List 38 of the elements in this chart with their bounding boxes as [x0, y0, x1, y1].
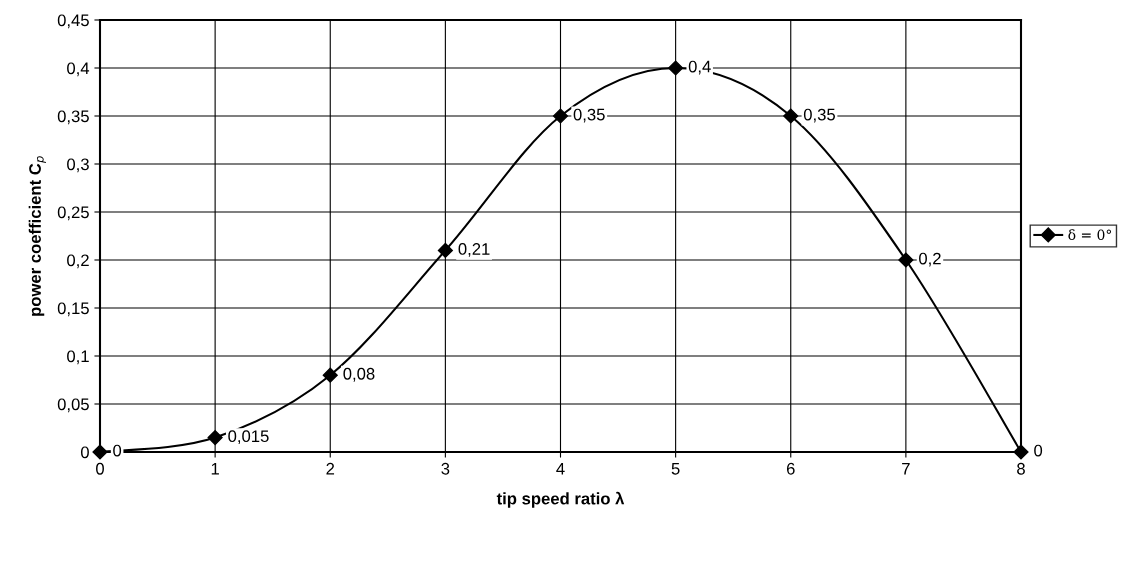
point [898, 252, 914, 268]
x-tick-label: 4 [556, 463, 565, 475]
x-tick-label: 8 [1017, 462, 1025, 475]
data-label: 0,2 [919, 252, 941, 267]
y-tick-label: 0,45 [57, 14, 89, 29]
point [437, 242, 453, 258]
x-tick-label: 5 [671, 463, 680, 475]
y-tick-label: 0 [80, 446, 89, 459]
x-tick-label: 3 [441, 462, 450, 475]
legend-label: δ = 0° [1068, 229, 1111, 241]
y-axis-title: power coefficient C$_{p}$ [28, 156, 46, 316]
point [207, 430, 223, 446]
x-axis-title: tip speed ratio λ [496, 491, 625, 508]
x-tick-label: 6 [786, 462, 795, 475]
y-tick-label: 0,15 [57, 302, 89, 317]
x-tick-label: 1 [211, 463, 219, 475]
y-tick-label: 0,25 [57, 206, 89, 221]
data-label: 0,35 [803, 108, 835, 123]
point [783, 108, 799, 124]
y-tick-label: 0,2 [67, 254, 89, 269]
point [668, 60, 684, 76]
x-tick-label: 7 [902, 463, 910, 475]
data-label: 0,35 [573, 108, 605, 123]
point [322, 367, 338, 383]
data-label: 0,21 [458, 243, 490, 257]
data-label: 0,08 [343, 367, 375, 382]
data-label: 0,4 [688, 60, 711, 75]
y-tick-label: 0,35 [57, 110, 89, 125]
data-label: 0 [1034, 444, 1043, 457]
y-tick-label: 0,4 [67, 62, 90, 77]
data-label: 0 [113, 444, 122, 457]
y-tick-label: 0,05 [57, 398, 89, 413]
y-tick-label: 0,3 [67, 158, 89, 173]
point [552, 108, 569, 124]
data-label: 0,015 [228, 430, 269, 445]
x-tick-label: 2 [326, 462, 335, 475]
x-tick-label: 0 [96, 462, 104, 475]
y-tick-label: 0,1 [67, 350, 89, 365]
